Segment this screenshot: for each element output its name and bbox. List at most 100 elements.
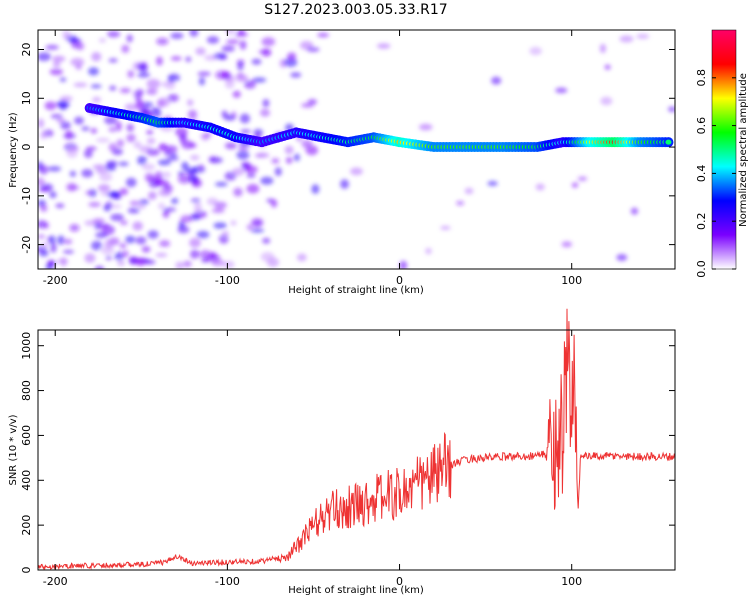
noise-blob [244, 165, 258, 174]
noise-blob [189, 30, 199, 37]
noise-blob [262, 98, 270, 108]
noise-blob [99, 172, 113, 182]
x-tick-label: 0 [396, 274, 403, 287]
y-tick-label: 20 [20, 43, 33, 57]
y-tick-label: 10 [20, 91, 33, 105]
noise-blob [190, 198, 201, 203]
noise-blob [44, 101, 57, 111]
noise-blob [183, 260, 192, 268]
noise-blob [209, 156, 223, 164]
noise-blob [239, 40, 247, 50]
noise-blob [162, 209, 170, 219]
noise-blob [221, 71, 232, 80]
noise-blob [144, 172, 154, 183]
x-tick-label: -200 [43, 575, 68, 588]
noise-blob [70, 57, 85, 67]
noise-blob [260, 252, 275, 262]
noise-blob [270, 199, 278, 208]
noise-blob [167, 93, 179, 102]
noise-blob [464, 187, 474, 195]
y-tick-label: 0 [20, 144, 33, 151]
noise-blob [157, 159, 171, 166]
noise-blob [214, 181, 228, 187]
colorbar-tick-label: 0.0 [695, 260, 708, 278]
noise-blob [600, 96, 613, 106]
noise-blob [91, 240, 103, 251]
snr-series-line [37, 308, 676, 571]
noise-blob [184, 167, 198, 175]
noise-blob [59, 77, 67, 82]
noise-blob [240, 129, 252, 134]
colorbar-tick-label: 0.6 [695, 117, 708, 135]
noise-blob [108, 126, 117, 133]
noise-blob [162, 171, 171, 178]
noise-blob [146, 78, 161, 89]
noise-blob [246, 224, 253, 231]
noise-blob [83, 149, 93, 159]
noise-blob [147, 230, 159, 239]
noise-blob [174, 127, 188, 137]
noise-blob [166, 156, 179, 161]
noise-blob [211, 259, 225, 267]
noise-blob [239, 113, 251, 124]
noise-blob [62, 30, 71, 40]
noise-blob [262, 237, 271, 244]
noise-blob [45, 262, 54, 269]
noise-blob [180, 215, 193, 224]
noise-blob [350, 167, 363, 176]
noise-blob [199, 250, 212, 259]
noise-blob [88, 201, 101, 208]
noise-blob [425, 247, 432, 255]
noise-blob [175, 261, 185, 269]
noise-blob [56, 100, 70, 108]
noise-blob [109, 85, 117, 91]
noise-blob [190, 249, 200, 259]
noise-blob [177, 174, 191, 184]
spectrogram-frame [37, 29, 676, 270]
noise-blob [301, 102, 314, 108]
noise-blob [236, 150, 250, 160]
noise-blob [340, 179, 349, 189]
noise-blob [125, 235, 136, 244]
noise-blob [170, 56, 182, 61]
colorbar-label: Normalized spectral amplitude [738, 73, 749, 227]
noise-blob [63, 238, 73, 245]
noise-blob [181, 161, 189, 171]
noise-blob [287, 52, 297, 60]
snr-ylabel: SNR (10 * v/v) [8, 414, 19, 485]
x-tick-label: 100 [561, 575, 582, 588]
noise-blob [147, 86, 158, 96]
noise-blob [95, 137, 110, 143]
noise-blob [135, 63, 148, 69]
noise-blob [561, 241, 573, 248]
noise-blob [158, 143, 168, 152]
noise-blob [535, 183, 545, 191]
noise-blob [122, 250, 129, 258]
noise-blob [237, 30, 245, 36]
noise-blob [571, 182, 579, 188]
noise-blob [177, 171, 185, 176]
noise-blob [185, 56, 192, 63]
noise-blob [39, 165, 49, 175]
y-tick-label: -10 [20, 187, 33, 205]
noise-blob [317, 32, 330, 38]
noise-blob [129, 200, 141, 206]
noise-blob [88, 67, 99, 76]
noise-blob [56, 258, 69, 264]
noise-blob [237, 72, 244, 78]
noise-blob [50, 242, 57, 253]
noise-blob [118, 161, 129, 167]
noise-blob [206, 36, 220, 44]
spectrogram-heatmap [38, 30, 675, 269]
colorbar: 0.0 0.2 0.4 0.6 0.8 Normalized spectral ampl… [695, 29, 749, 278]
x-tick-label: -100 [215, 575, 240, 588]
noise-blob [156, 37, 169, 46]
noise-blob [132, 221, 143, 231]
noise-blob [139, 199, 149, 205]
noise-blob [244, 79, 256, 89]
noise-blob [232, 90, 241, 98]
noise-blob [250, 228, 265, 233]
noise-blob [178, 220, 185, 229]
noise-blob [169, 152, 178, 157]
noise-blob [306, 47, 320, 53]
